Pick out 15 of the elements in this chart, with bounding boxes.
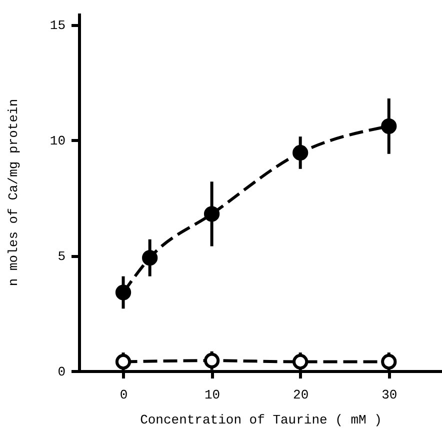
x-tick-label: 30 bbox=[382, 388, 398, 402]
point bbox=[381, 118, 397, 134]
x-axis-title: Concentration of Taurine ( mM ) bbox=[140, 412, 382, 428]
y-tick-label: 15 bbox=[50, 18, 66, 34]
y-tick-label: 5 bbox=[58, 249, 66, 264]
x-tick-label: 10 bbox=[204, 388, 220, 402]
y-tick-label: 0 bbox=[58, 364, 66, 380]
y-axis-title: n moles of Ca/mg protein bbox=[6, 98, 21, 286]
x-tick-label: 20 bbox=[293, 388, 309, 402]
point bbox=[115, 284, 132, 300]
point bbox=[142, 250, 158, 266]
x-tick-label: 0 bbox=[120, 388, 128, 402]
y-tick-label: 10 bbox=[50, 134, 66, 149]
point bbox=[204, 206, 220, 222]
point bbox=[292, 144, 308, 161]
